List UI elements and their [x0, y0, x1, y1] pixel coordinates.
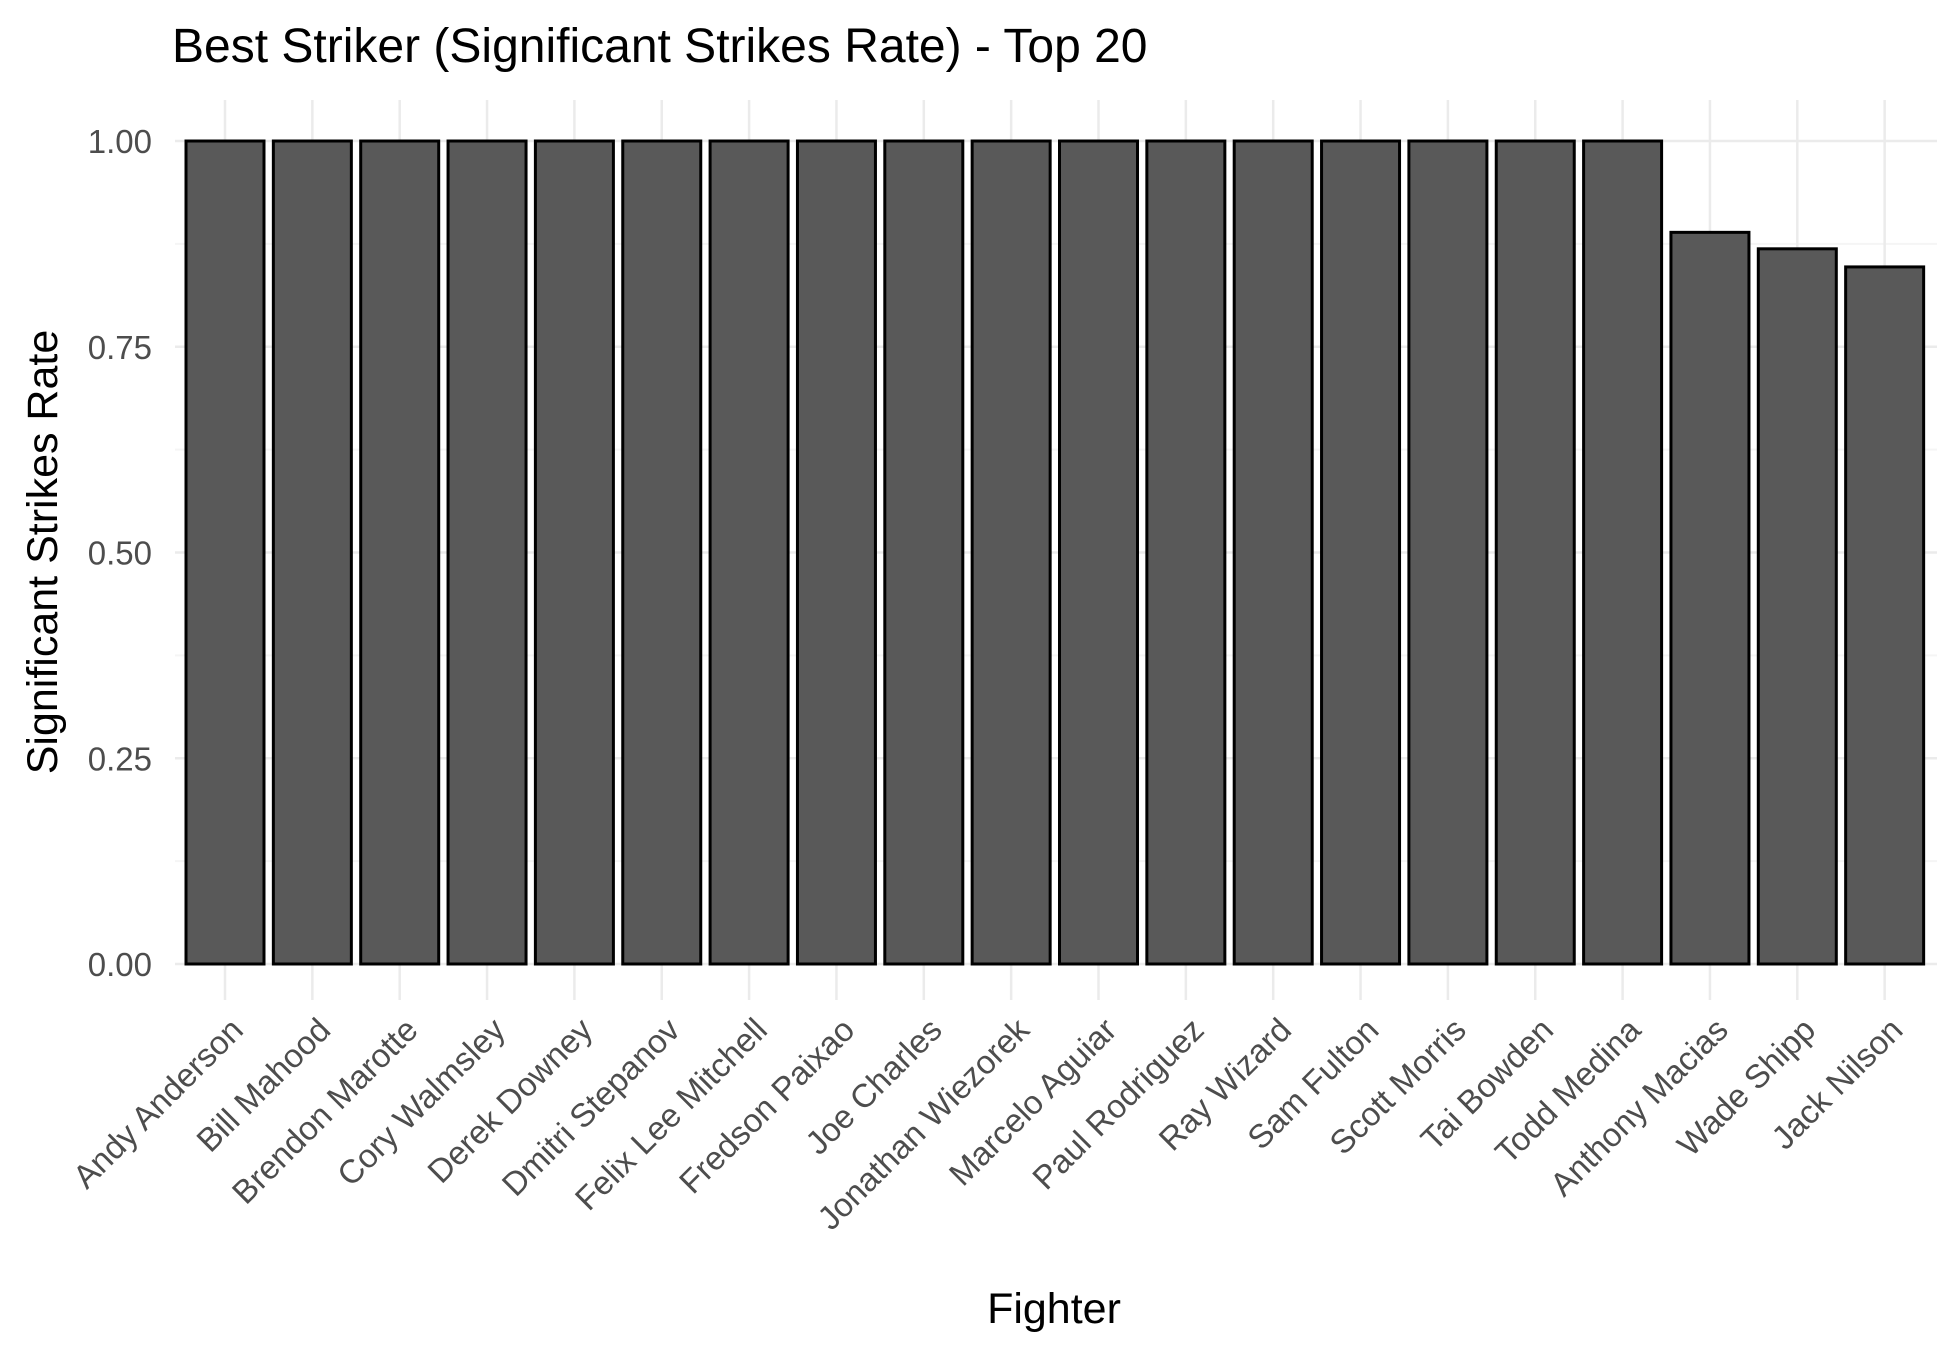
chart-title: Best Striker (Significant Strikes Rate) … — [172, 20, 1148, 73]
bars — [184, 139, 1926, 966]
bar — [1582, 139, 1664, 966]
bar — [1145, 139, 1227, 966]
x-axis-title: Fighter — [987, 1285, 1121, 1333]
bar — [184, 139, 266, 966]
bar — [1669, 230, 1751, 966]
bar — [271, 139, 353, 966]
bar — [708, 139, 790, 966]
bar — [1058, 139, 1139, 966]
bar — [1756, 247, 1838, 966]
bar — [883, 139, 965, 966]
y-tick-label: 1.00 — [88, 123, 152, 160]
bar — [621, 139, 703, 966]
bar — [1320, 139, 1402, 966]
bar — [970, 139, 1052, 966]
y-tick-label: 0.50 — [88, 535, 152, 572]
y-axis-title: Significant Strikes Rate — [19, 330, 67, 775]
y-tick-label: 0.00 — [88, 946, 152, 983]
bar — [1232, 139, 1314, 966]
bar — [446, 139, 528, 966]
bar — [533, 139, 615, 966]
bar — [1407, 139, 1489, 966]
bar — [359, 139, 441, 966]
bar — [1844, 265, 1926, 966]
y-axis-ticks: 0.00 0.25 0.50 0.75 1.00 — [88, 123, 152, 983]
y-tick-label: 0.75 — [88, 329, 152, 366]
bar — [1494, 139, 1576, 966]
bar — [795, 139, 877, 966]
y-tick-label: 0.25 — [88, 740, 152, 777]
